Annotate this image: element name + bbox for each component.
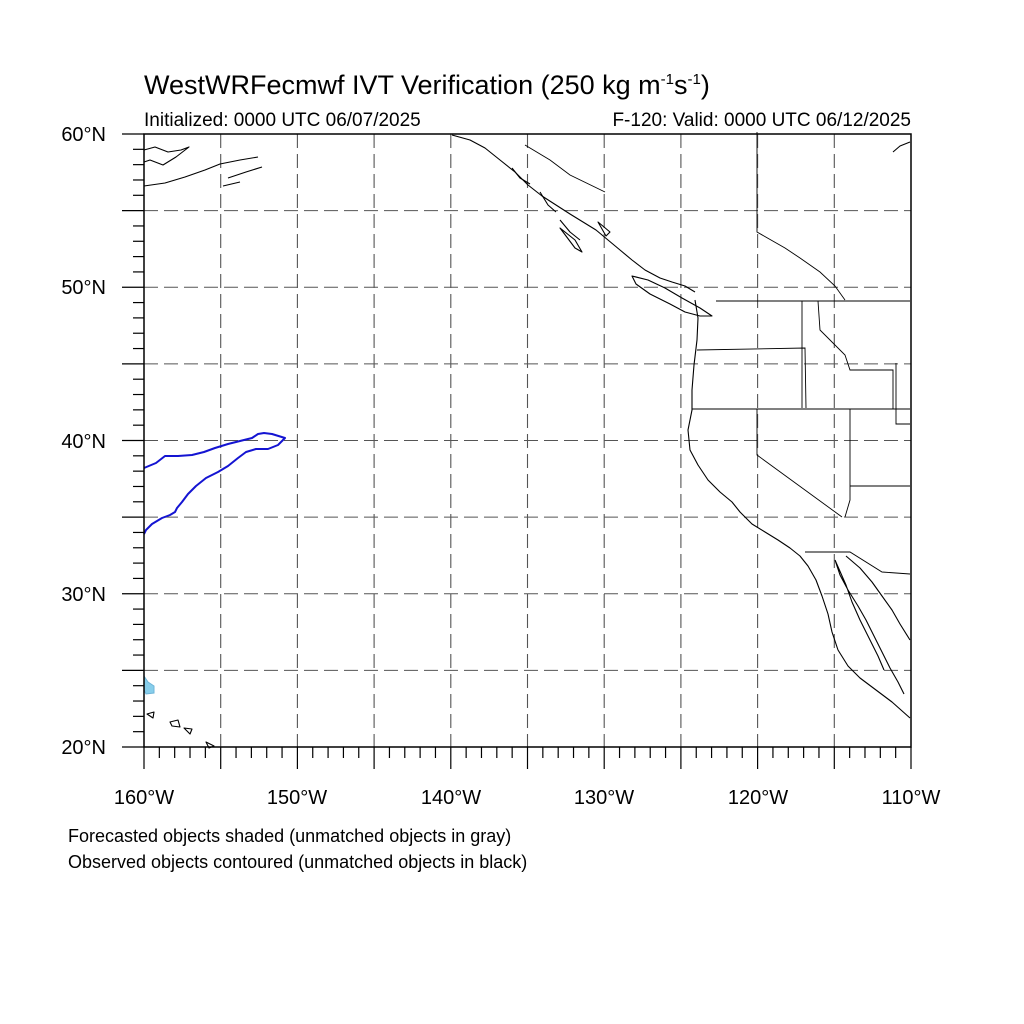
bc-ab-border [756, 132, 846, 301]
ticks [122, 133, 912, 769]
coast-fragment-ne [892, 141, 911, 153]
lon-label-130w: 130°W [574, 787, 634, 809]
nv-az-border [844, 409, 910, 518]
alaska-islands [511, 167, 611, 253]
us-west-coast [687, 299, 911, 719]
lon-label-120w: 120°W [728, 787, 788, 809]
lon-label-140w: 140°W [421, 787, 481, 809]
forecast-note: Forecasted objects shaded (unmatched obj… [68, 826, 512, 846]
lat-label-30: 30°N [61, 584, 106, 606]
observed-note: Observed objects contoured (unmatched ob… [68, 852, 528, 872]
hawaii-islands [146, 711, 215, 749]
lat-label-60: 60°N [61, 124, 106, 146]
id-border [801, 300, 894, 409]
lon-label-160w: 160°W [114, 787, 174, 809]
alaska-panhandle-coast [451, 134, 696, 293]
ut-co-border [895, 363, 910, 425]
vancouver-island [631, 275, 713, 317]
grid-lines [144, 134, 911, 747]
initialized-time: Initialized: 0000 UTC 06/07/2025 [144, 110, 421, 131]
political-boundaries [524, 132, 911, 575]
forecast-object-shaded [143, 674, 155, 695]
ca-nv-border [756, 409, 843, 518]
alaska-coast [143, 146, 263, 187]
coastlines [143, 134, 911, 749]
baja-peninsula [834, 559, 905, 695]
map-border [143, 133, 912, 748]
valid-time: F-120: Valid: 0000 UTC 06/12/2025 [612, 110, 911, 131]
lat-label-20: 20°N [61, 737, 106, 759]
lat-label-40: 40°N [61, 431, 106, 453]
map-frame [143, 133, 912, 748]
lat-label-50: 50°N [61, 277, 106, 299]
lon-label-110w: 110°W [882, 787, 941, 809]
lon-label-150w: 150°W [267, 787, 327, 809]
observed-object-contour [143, 432, 286, 535]
wa-or-border [696, 347, 807, 409]
us-mexico-border [805, 551, 911, 575]
lon-labels: 160°W 150°W 140°W 130°W 120°W 110°W [114, 787, 941, 809]
lat-labels: 60°N 50°N 40°N 30°N 20°N [61, 124, 106, 759]
yukon-border [524, 144, 606, 193]
mexico-coast [845, 555, 911, 641]
chart-title: WestWRFecmwf IVT Verification (250 kg m-… [144, 70, 710, 100]
